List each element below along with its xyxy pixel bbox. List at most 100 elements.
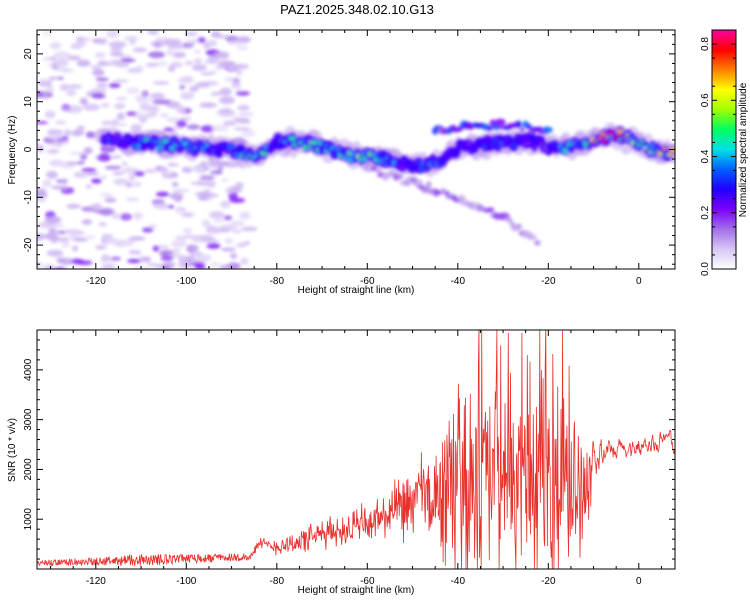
noise-blob [230,252,238,259]
noise-blob [91,92,104,99]
noise-blob [230,220,245,227]
noise-blob [217,166,224,171]
noise-blob [44,110,56,119]
noise-blob [195,83,211,87]
noise-blob [237,105,250,111]
noise-blob [200,72,214,76]
noise-blob [50,185,69,190]
snr-xtick-label: -20 [541,576,556,587]
ridge-core-blob [495,144,501,148]
noise-blob [160,255,174,261]
noise-blob [188,166,205,172]
noise-blob [211,124,230,132]
noise-blob [235,91,251,96]
noise-blob [128,236,146,241]
noise-blob [59,83,69,92]
noise-blob [139,116,147,124]
noise-blob [131,181,142,188]
noise-blob [155,191,170,197]
spectrogram-ytick-label: 10 [23,96,34,108]
snr-ytick-label: 4000 [23,358,34,381]
noise-blob [72,237,88,242]
noise-blob [113,178,129,186]
noise-blob [236,45,248,50]
spectrogram-marks [37,30,675,269]
noise-blob [53,51,71,60]
noise-blob [206,242,221,249]
spectrogram-xtick-label: 0 [636,276,642,287]
noise-blob [241,226,258,232]
noise-blob [235,182,244,189]
noise-blob [241,129,256,138]
spectrogram-xlabel: Height of straight line (km) [298,285,415,296]
noise-blob [192,64,207,72]
noise-blob [152,99,171,105]
noise-blob [85,184,93,189]
noise-blob [165,49,175,57]
noise-blob [99,192,114,198]
noise-blob [61,106,71,111]
noise-blob [134,171,145,177]
noise-blob [181,75,194,84]
noise-blob [93,209,111,214]
noise-blob [108,83,121,88]
noise-blob [59,257,73,266]
noise-blob [62,240,70,249]
noise-blob [228,192,238,199]
noise-blob [163,127,175,132]
noise-blob [231,63,250,70]
noise-blob [150,105,160,113]
noise-blob [194,49,201,54]
noise-blob [77,161,85,165]
noise-blob [110,122,128,127]
noise-blob [210,262,221,267]
noise-blob [168,205,175,209]
noise-blob [47,133,64,140]
noise-blob [236,119,251,124]
noise-blob [124,238,135,247]
noise-blob [79,97,89,105]
noise-blob [209,211,225,219]
noise-blob [152,81,170,85]
noise-blob [110,47,123,52]
noise-blob [49,159,64,167]
figure-title: PAZ1.2025.348.02.10.G13 [280,2,434,17]
noise-blob [48,76,59,81]
noise-blob [201,219,211,227]
noise-blob [85,131,96,139]
noise-blob [69,258,84,265]
noise-blob [223,215,233,221]
noise-blob [199,102,218,108]
noise-blob [98,221,107,227]
noise-blob [171,248,181,253]
noise-blob [213,218,225,223]
noise-blob [83,37,91,41]
noise-blob [220,264,230,269]
noise-blob [145,62,159,68]
spectrogram-noise-blobs [37,30,675,269]
noise-blob [106,30,120,38]
branch-blob [393,173,400,181]
branch-blob [486,126,493,131]
snr-ytick-label: 3000 [23,408,34,431]
snr-ticks: -120 -100 -80 -60 -40 -20 0 1000 2000 3000 4000 [23,330,675,587]
snr-panel: -120 -100 -80 -60 -40 -20 0 1000 2000 3000 4000 He… [7,329,676,596]
noise-blob [142,227,154,233]
noise-blob [115,96,128,101]
branch-blob [374,168,382,173]
noise-blob [43,264,56,269]
noise-blob [206,57,220,64]
noise-blob [90,88,107,94]
noise-blob [184,60,194,66]
noise-blob [127,258,142,264]
noise-blob [224,76,234,82]
branch-blob [504,216,513,223]
noise-blob [180,91,195,100]
noise-blob [99,176,107,180]
noise-blob [49,42,61,50]
noise-blob [42,179,52,188]
noise-blob [69,230,79,239]
noise-blob [157,166,169,173]
